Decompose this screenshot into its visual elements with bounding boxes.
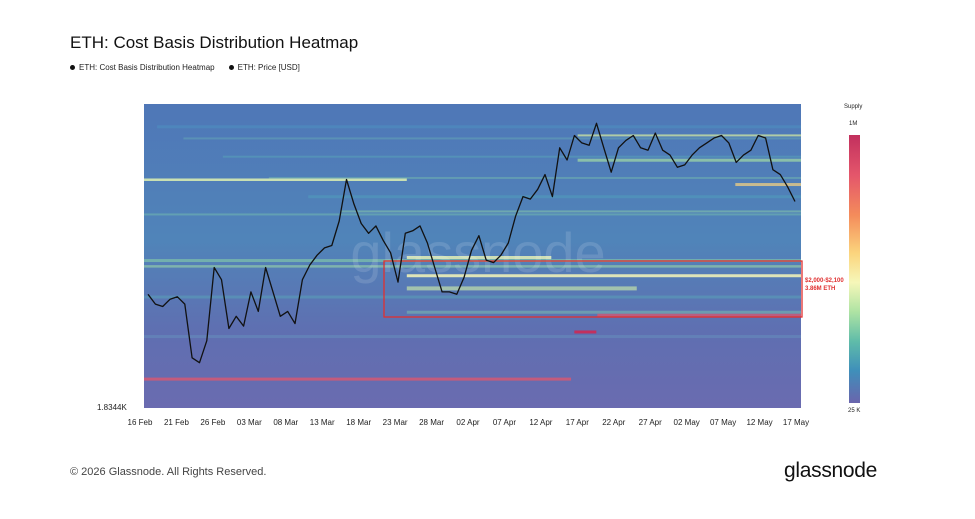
- x-tick-label: 27 Apr: [639, 418, 662, 427]
- y-axis-min-label: 1.8344K: [97, 403, 127, 412]
- heatmap-band: [597, 313, 801, 317]
- heatmap-band: [222, 155, 802, 158]
- heatmap-band: [144, 295, 801, 299]
- x-tick-label: 08 Mar: [273, 418, 298, 427]
- x-axis: 16 Feb 21 Feb 26 Feb 03 Mar 08 Mar 13 Mar 18 M…: [128, 418, 810, 427]
- x-tick-label: 13 Mar: [310, 418, 335, 427]
- glassnode-logo[interactable]: glassnode: [784, 459, 878, 482]
- heatmap-band: [406, 286, 637, 291]
- heatmap-band: [308, 195, 801, 199]
- heatmap-band: [144, 213, 801, 216]
- highlight-box[interactable]: [383, 260, 803, 318]
- heatmap-band: [406, 274, 801, 278]
- dot-icon: [228, 65, 234, 70]
- heatmap-band: [406, 310, 801, 314]
- x-tick-label: 02 May: [674, 418, 700, 427]
- x-tick-label: 28 Mar: [419, 418, 444, 427]
- heatmap-band: [183, 137, 802, 140]
- legend-item-price[interactable]: ETH: Price [USD]: [228, 63, 300, 72]
- x-tick-label: 18 Mar: [346, 418, 371, 427]
- x-tick-label: 17 Apr: [566, 418, 589, 427]
- heatmap-band: [144, 178, 407, 181]
- colorbar-max-label: 1M: [849, 121, 858, 127]
- colorbar-title: Supply: [844, 104, 863, 110]
- legend-label-price: ETH: Price [USD]: [237, 63, 300, 72]
- copyright-text: © 2026 Glassnode. All Rights Reserved.: [70, 466, 267, 478]
- annotation-range: $2,000-$2,100: [805, 278, 844, 284]
- legend-item-heatmap[interactable]: ETH: Cost Basis Distribution Heatmap: [70, 63, 215, 72]
- heatmap-band: [406, 256, 552, 259]
- heatmap-hotspot: [574, 330, 597, 334]
- x-tick-label: 07 May: [710, 418, 736, 427]
- x-tick-label: 22 Apr: [602, 418, 625, 427]
- heatmap-band: [157, 125, 801, 129]
- x-tick-label: 21 Feb: [164, 418, 189, 427]
- heatmap-band: [577, 158, 801, 162]
- x-tick-label: 12 May: [746, 418, 772, 427]
- chart-legend: ETH: Cost Basis Distribution Heatmap ETH…: [70, 63, 300, 72]
- legend-label-heatmap: ETH: Cost Basis Distribution Heatmap: [79, 63, 215, 72]
- x-tick-label: 07 Apr: [493, 418, 516, 427]
- heatmap-band: [144, 377, 572, 381]
- heatmap-band: [268, 176, 802, 179]
- dot-icon: [70, 65, 75, 70]
- heatmap-band: [144, 335, 801, 339]
- highlight-annotation: $2,000-$2,100 3.86M ETH: [805, 277, 844, 293]
- colorbar: [849, 135, 860, 403]
- heatmap-band: [341, 210, 801, 213]
- x-tick-label: 02 Apr: [456, 418, 479, 427]
- x-tick-label: 26 Feb: [200, 418, 225, 427]
- heatmap-band: [577, 134, 801, 137]
- colorbar-min-label: 25 K: [848, 408, 861, 414]
- x-tick-label: 03 Mar: [237, 418, 262, 427]
- heatmap-band: [735, 183, 801, 187]
- x-tick-label: 16 Feb: [128, 418, 153, 427]
- price-line: [147, 122, 796, 364]
- heatmap-band: [144, 265, 801, 268]
- annotation-amount: 3.86M ETH: [805, 286, 836, 292]
- x-tick-label: 23 Mar: [383, 418, 408, 427]
- watermark-text: glassnode: [350, 221, 605, 284]
- x-tick-label: 17 May: [783, 418, 809, 427]
- chart-title: ETH: Cost Basis Distribution Heatmap: [70, 33, 359, 52]
- x-tick-label: 12 Apr: [529, 418, 552, 427]
